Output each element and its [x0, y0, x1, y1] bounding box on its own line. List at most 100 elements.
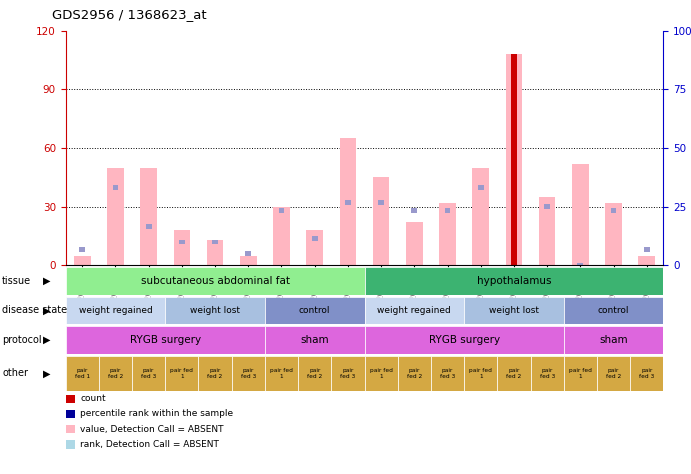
Bar [198, 356, 231, 391]
Bar [339, 138, 356, 265]
Bar [545, 204, 550, 209]
Text: GDS2956 / 1368623_at: GDS2956 / 1368623_at [52, 9, 207, 21]
Bar [74, 255, 91, 265]
Bar [66, 297, 165, 324]
Bar [365, 356, 398, 391]
Text: count: count [80, 394, 106, 403]
Bar [173, 230, 190, 265]
Text: pair fed
1: pair fed 1 [569, 368, 591, 379]
Bar [406, 222, 423, 265]
Text: pair
fed 2: pair fed 2 [307, 368, 322, 379]
Text: pair
fed 1: pair fed 1 [75, 368, 90, 379]
Bar [511, 55, 517, 265]
Text: other: other [2, 368, 28, 378]
Text: percentile rank within the sample: percentile rank within the sample [80, 410, 234, 419]
Text: pair
fed 2: pair fed 2 [108, 368, 123, 379]
Text: pair fed
1: pair fed 1 [270, 368, 293, 379]
Bar [245, 251, 252, 256]
Bar [146, 224, 151, 229]
Bar [298, 356, 331, 391]
Text: RYGB surgery: RYGB surgery [428, 335, 500, 345]
Bar [498, 356, 531, 391]
Bar [477, 185, 484, 190]
Bar [531, 356, 564, 391]
Text: disease state: disease state [2, 305, 67, 316]
Bar [306, 230, 323, 265]
Text: ▶: ▶ [43, 276, 50, 286]
Text: control: control [299, 306, 330, 315]
Text: rank, Detection Call = ABSENT: rank, Detection Call = ABSENT [80, 440, 219, 449]
Bar [572, 164, 589, 265]
Bar [464, 356, 498, 391]
Text: ▶: ▶ [43, 305, 50, 316]
Text: value, Detection Call = ABSENT: value, Detection Call = ABSENT [80, 425, 224, 434]
Bar [506, 55, 522, 265]
Bar [312, 236, 318, 240]
Bar [644, 247, 650, 252]
Text: pair
fed 2: pair fed 2 [207, 368, 223, 379]
Text: hypothalamus: hypothalamus [477, 276, 551, 286]
Bar [511, 169, 517, 174]
Bar [99, 356, 132, 391]
Bar [212, 239, 218, 245]
Text: pair
fed 3: pair fed 3 [540, 368, 555, 379]
Bar [373, 177, 390, 265]
Bar [439, 203, 456, 265]
Text: tissue: tissue [2, 276, 31, 286]
Bar [398, 356, 431, 391]
Bar [132, 356, 165, 391]
Bar [411, 208, 417, 213]
Bar [365, 297, 464, 324]
Bar [66, 356, 99, 391]
Bar [564, 326, 663, 354]
Text: pair
fed 3: pair fed 3 [639, 368, 654, 379]
Text: pair
fed 2: pair fed 2 [407, 368, 422, 379]
Bar [473, 168, 489, 265]
Text: pair fed
1: pair fed 1 [469, 368, 492, 379]
Bar [265, 297, 365, 324]
Bar [273, 207, 290, 265]
Text: weight lost: weight lost [489, 306, 539, 315]
Bar [365, 267, 663, 295]
Bar [79, 247, 85, 252]
Text: pair
fed 3: pair fed 3 [440, 368, 455, 379]
Bar [345, 201, 351, 205]
Text: ▶: ▶ [43, 335, 50, 345]
Text: RYGB surgery: RYGB surgery [130, 335, 201, 345]
Bar [378, 201, 384, 205]
Text: weight regained: weight regained [377, 306, 451, 315]
Bar [278, 208, 285, 213]
Text: sham: sham [301, 335, 329, 345]
Text: pair
fed 2: pair fed 2 [507, 368, 522, 379]
Bar [638, 255, 655, 265]
Bar [605, 203, 622, 265]
Text: weight lost: weight lost [190, 306, 240, 315]
Bar [630, 356, 663, 391]
Text: subcutaneous abdominal fat: subcutaneous abdominal fat [140, 276, 290, 286]
Bar [231, 356, 265, 391]
Bar [464, 297, 564, 324]
Bar [265, 356, 298, 391]
Text: pair
fed 3: pair fed 3 [141, 368, 156, 379]
Text: control: control [598, 306, 630, 315]
Text: pair
fed 3: pair fed 3 [240, 368, 256, 379]
Bar [331, 356, 365, 391]
Bar [564, 297, 663, 324]
Bar [444, 208, 451, 213]
Bar [113, 185, 118, 190]
Bar [539, 197, 556, 265]
Bar [207, 240, 223, 265]
Bar [179, 239, 184, 245]
Text: weight regained: weight regained [79, 306, 152, 315]
Text: sham: sham [599, 335, 628, 345]
Bar [165, 356, 198, 391]
Text: pair fed
1: pair fed 1 [171, 368, 193, 379]
Bar [564, 356, 597, 391]
Text: pair
fed 3: pair fed 3 [340, 368, 356, 379]
Text: ▶: ▶ [43, 368, 50, 378]
Bar [107, 168, 124, 265]
Text: pair fed
1: pair fed 1 [370, 368, 392, 379]
Bar [165, 297, 265, 324]
Bar [431, 356, 464, 391]
Text: protocol: protocol [2, 335, 41, 345]
